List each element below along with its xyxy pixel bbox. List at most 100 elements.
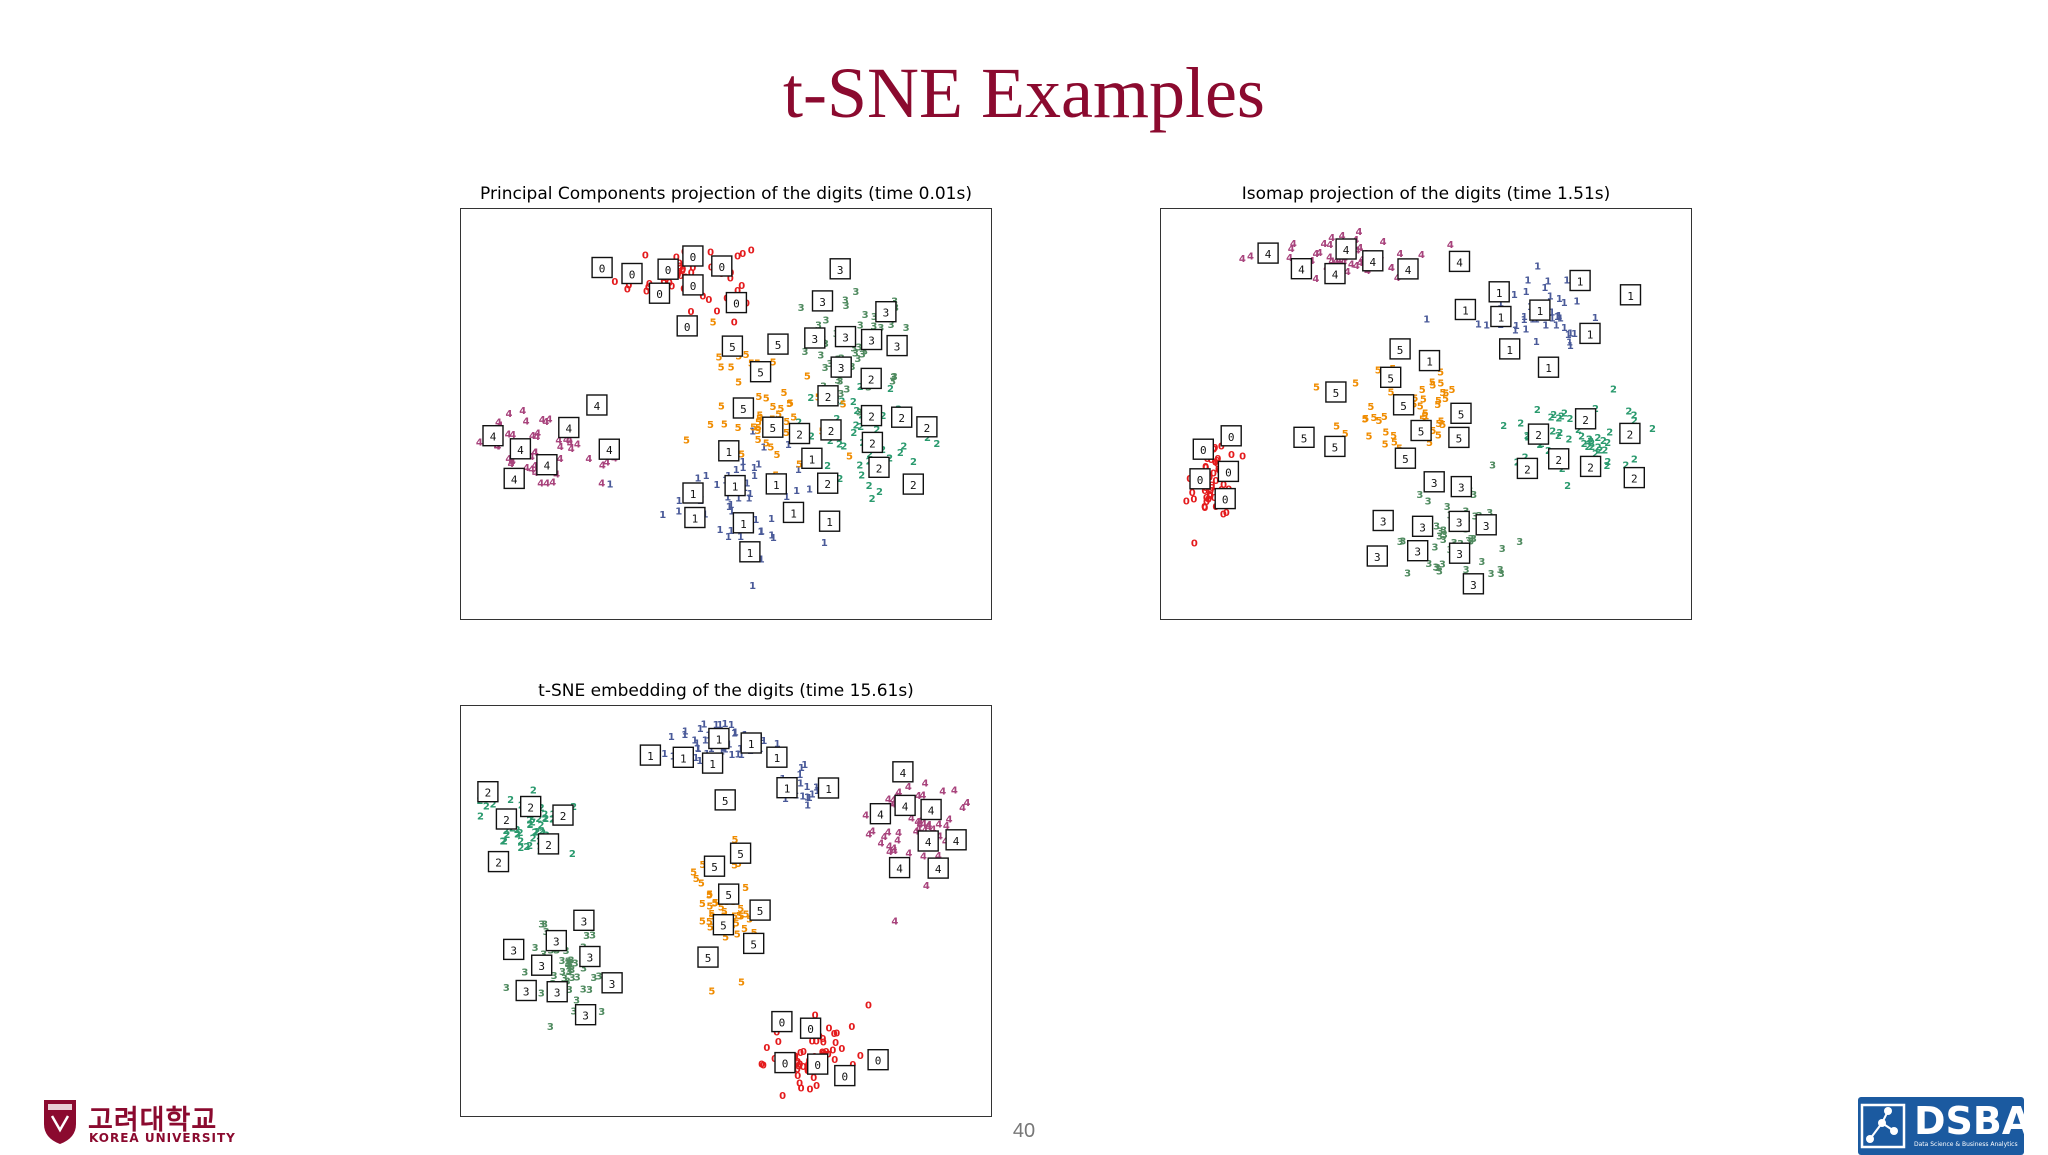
digit-point-0: 0 — [857, 1051, 864, 1062]
svg-text:4: 4 — [877, 809, 884, 822]
digit-point-4: 4 — [943, 821, 950, 832]
digit-point-3: 3 — [1516, 537, 1523, 548]
digit-point-5: 5 — [721, 420, 728, 431]
digit-thumbnail-4: 4 — [1335, 238, 1357, 260]
digit-point-5: 5 — [731, 861, 738, 872]
svg-text:2: 2 — [868, 411, 875, 424]
digit-point-1: 1 — [1512, 326, 1519, 337]
digit-thumbnail-4: 4 — [598, 438, 621, 460]
digit-point-5: 5 — [783, 428, 790, 439]
digit-point-2: 2 — [850, 428, 857, 439]
digit-point-5: 5 — [790, 413, 797, 424]
svg-text:2: 2 — [1631, 473, 1638, 486]
digit-point-1: 1 — [1545, 276, 1552, 287]
digit-point-0: 0 — [727, 273, 734, 284]
digit-thumbnail-0: 0 — [1220, 425, 1242, 447]
digit-point-4: 4 — [1288, 244, 1295, 255]
digit-point-1: 1 — [737, 532, 744, 543]
digit-point-4: 4 — [531, 447, 538, 458]
digit-thumbnail-5: 5 — [1379, 366, 1402, 389]
digit-point-4: 4 — [930, 824, 937, 835]
digit-point-4: 4 — [946, 815, 953, 826]
digit-point-2: 2 — [1604, 457, 1611, 468]
svg-text:2: 2 — [1587, 461, 1594, 474]
digit-point-2: 2 — [1595, 443, 1602, 454]
digit-point-2: 2 — [514, 829, 521, 840]
digit-point-4: 4 — [885, 827, 892, 838]
digit-point-0: 0 — [625, 280, 632, 291]
svg-text:5: 5 — [1301, 432, 1308, 445]
digit-point-1: 1 — [713, 480, 720, 491]
pca-plot-title: Principal Components projection of the d… — [480, 184, 972, 204]
digit-thumbnail-2: 2 — [477, 780, 499, 803]
digit-point-4: 4 — [895, 787, 902, 798]
digit-point-3: 3 — [564, 958, 571, 969]
digit-point-5: 5 — [742, 883, 749, 894]
digit-point-0: 0 — [738, 281, 745, 292]
digit-point-5: 5 — [1390, 431, 1397, 442]
digit-point-0: 0 — [1214, 456, 1221, 467]
digit-point-1: 1 — [661, 749, 668, 760]
digit-thumbnail-1: 1 — [684, 506, 706, 529]
digit-point-1: 1 — [718, 746, 725, 757]
svg-text:3: 3 — [1483, 520, 1490, 533]
digit-point-5: 5 — [1371, 413, 1378, 424]
digit-thumbnail-1: 1 — [682, 482, 704, 504]
digit-thumbnail-3: 3 — [875, 300, 897, 323]
digit-point-3: 3 — [568, 965, 575, 976]
digit-point-1: 1 — [659, 510, 666, 521]
digit-point-3: 3 — [547, 1022, 554, 1033]
digit-point-2: 2 — [1564, 481, 1571, 492]
digit-point-5: 5 — [1439, 388, 1446, 399]
digit-point-2: 2 — [1596, 445, 1603, 456]
digit-point-1: 1 — [1523, 287, 1530, 298]
svg-text:2: 2 — [828, 425, 835, 438]
digit-point-4: 4 — [939, 787, 946, 798]
digit-point-2: 2 — [1555, 414, 1562, 425]
digit-point-1: 1 — [1592, 313, 1599, 324]
digit-point-4: 4 — [598, 479, 605, 490]
digit-point-0: 0 — [832, 1038, 839, 1049]
digit-thumbnail-0: 0 — [725, 291, 748, 314]
digit-point-1: 1 — [740, 463, 747, 474]
digit-point-0: 0 — [1207, 486, 1214, 497]
digit-point-2: 2 — [857, 422, 864, 433]
digit-point-3: 3 — [870, 322, 877, 333]
digit-point-2: 2 — [1631, 455, 1638, 466]
svg-text:4: 4 — [953, 835, 960, 848]
digit-thumbnail-2: 2 — [1527, 423, 1550, 445]
digit-point-4: 4 — [1328, 233, 1335, 244]
digit-point-0: 0 — [677, 263, 684, 274]
digit-point-5: 5 — [1362, 414, 1369, 425]
digit-point-3: 3 — [565, 967, 572, 978]
digit-point-2: 2 — [534, 827, 541, 838]
digit-thumbnail-3: 3 — [574, 1004, 597, 1026]
digit-point-0: 0 — [758, 1060, 765, 1071]
digit-point-3: 3 — [1468, 534, 1475, 545]
digit-point-1: 1 — [804, 792, 811, 803]
digit-point-2: 2 — [541, 810, 548, 821]
digit-point-0: 0 — [831, 1055, 838, 1066]
digit-point-3: 3 — [1444, 502, 1451, 513]
digit-point-3: 3 — [1404, 569, 1411, 580]
digit-thumbnail-4: 4 — [892, 761, 914, 783]
svg-text:1: 1 — [790, 507, 797, 520]
digit-point-3: 3 — [572, 959, 579, 970]
digit-thumbnail-2: 2 — [860, 404, 883, 427]
digit-point-3: 3 — [566, 959, 573, 970]
digit-point-3: 3 — [1470, 490, 1477, 501]
digit-point-0: 0 — [739, 249, 746, 260]
digit-point-2: 2 — [1588, 438, 1595, 449]
digit-point-5: 5 — [1429, 426, 1436, 437]
digit-point-0: 0 — [611, 277, 618, 288]
digit-thumbnail-1: 1 — [765, 473, 787, 495]
digit-thumbnail-0: 0 — [1192, 438, 1214, 460]
digit-point-4: 4 — [908, 813, 915, 824]
digit-point-4: 4 — [890, 795, 897, 806]
digit-point-5: 5 — [755, 423, 762, 434]
digit-point-1: 1 — [768, 531, 775, 542]
svg-text:1: 1 — [716, 734, 723, 747]
digit-point-5: 5 — [743, 909, 750, 920]
digit-thumbnail-0: 0 — [711, 255, 733, 277]
digit-point-3: 3 — [827, 359, 834, 370]
